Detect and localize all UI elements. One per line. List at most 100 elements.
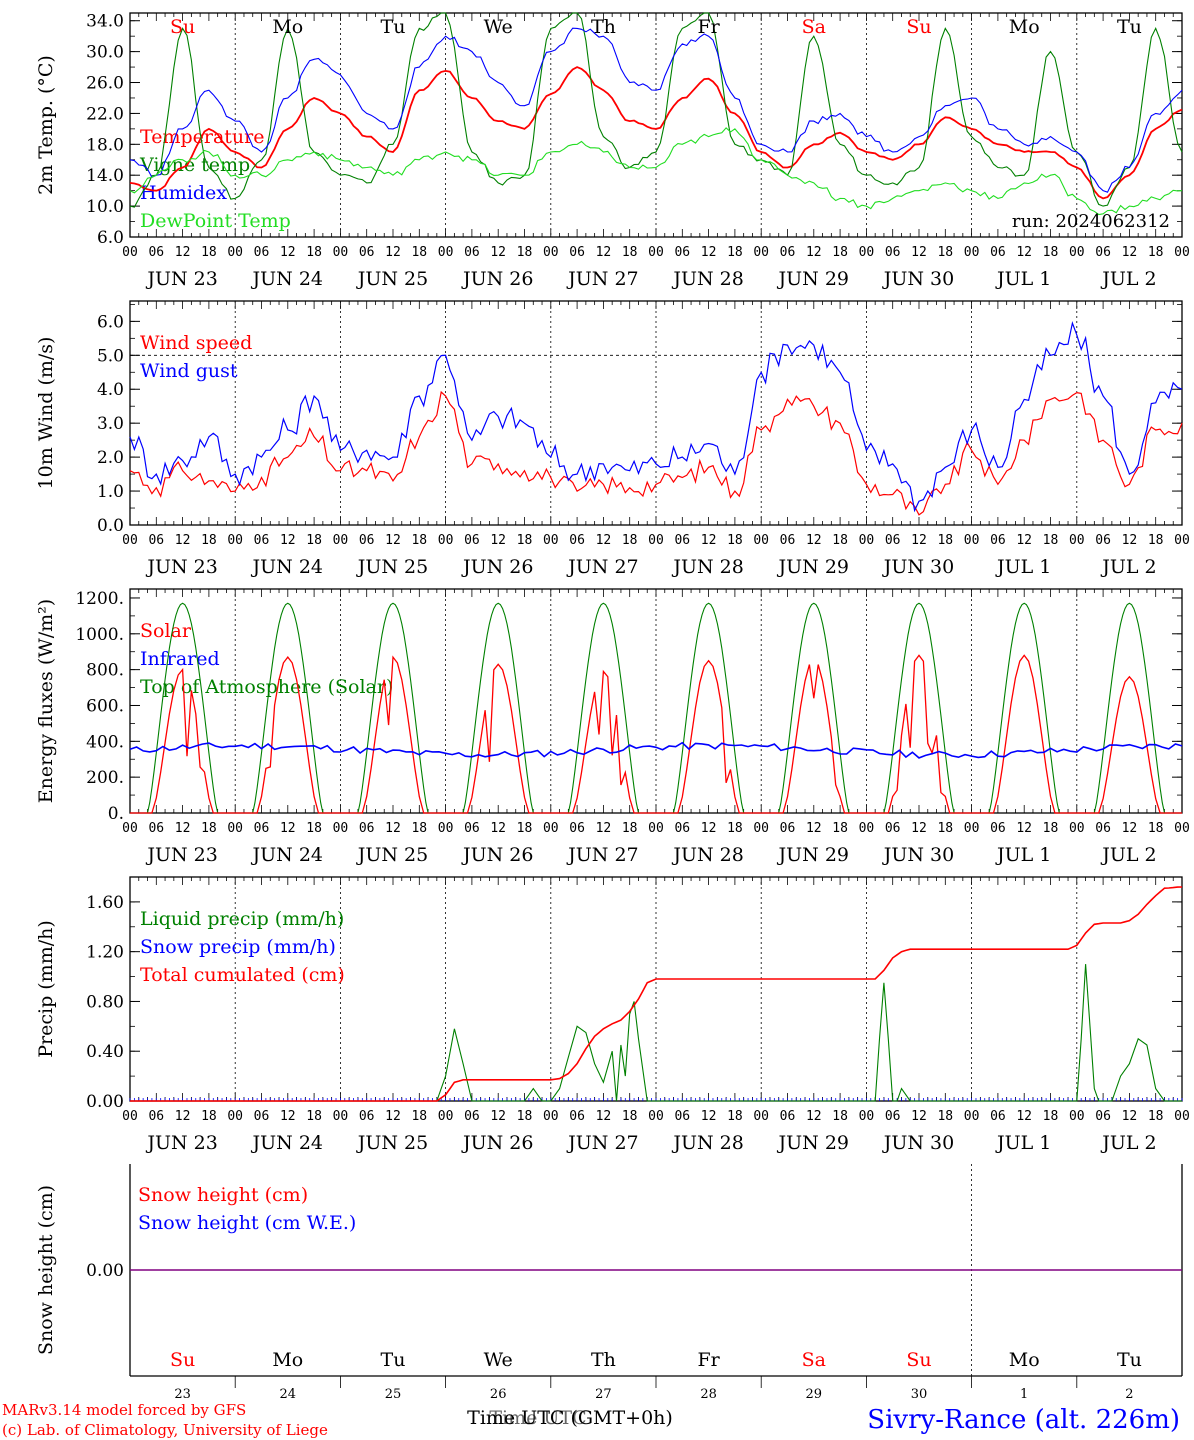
day-name-bottom: Su xyxy=(906,1349,931,1371)
precip-date-label: JUN 23 xyxy=(145,1132,217,1154)
time-axis-label: Time UTC (GMT+0h) xyxy=(467,1407,673,1429)
precip-date-label: JUL 2 xyxy=(1100,1132,1156,1154)
precip-hour-label: 12 xyxy=(280,1109,296,1124)
wind-hour-label: 18 xyxy=(622,533,638,548)
day-number-bottom: 23 xyxy=(174,1387,191,1402)
temperature-hour-label: 00 xyxy=(543,245,559,260)
day-name-top: We xyxy=(484,16,513,38)
wind-ytick-label: 1.0 xyxy=(97,482,124,502)
precip-hour-label: 06 xyxy=(254,1109,270,1124)
temperature-hour-label: 18 xyxy=(622,245,638,260)
wind-hour-label: 12 xyxy=(280,533,296,548)
precip-hour-label: 12 xyxy=(596,1109,612,1124)
wind-ytick-label: 6.0 xyxy=(97,312,124,332)
precip-hour-label: 00 xyxy=(438,1109,454,1124)
energy-hour-label: 12 xyxy=(175,821,191,836)
wind-hour-label: 12 xyxy=(1016,533,1032,548)
credit-lab: (c) Lab. of Climatology, University of L… xyxy=(2,1421,328,1439)
wind-hour-label: 18 xyxy=(1043,533,1059,548)
temperature-date-label: JUN 26 xyxy=(461,268,533,290)
temperature-hour-label: 12 xyxy=(490,245,506,260)
wind-hour-label: 18 xyxy=(832,533,848,548)
energy-hour-label: 06 xyxy=(254,821,270,836)
temperature-hour-label: 06 xyxy=(359,245,375,260)
precip-hour-label: 12 xyxy=(806,1109,822,1124)
precip-hour-label: 06 xyxy=(464,1109,480,1124)
temperature-panel: 00 06 12 18 JUN 23 00 06 12 18 JUN 24 00 06 12 18 JUN … xyxy=(35,12,1190,290)
wind-hour-label: 00 xyxy=(753,533,769,548)
wind-date-label: JUN 25 xyxy=(356,556,428,578)
wind-hour-label: 12 xyxy=(1122,533,1138,548)
wind-hour-label: 00 xyxy=(438,533,454,548)
energy-date-label: JUN 23 xyxy=(145,844,217,866)
temperature-date-label: JUN 24 xyxy=(251,268,323,290)
energy-hour-label: 00 xyxy=(122,821,138,836)
precip-hour-label: 12 xyxy=(701,1109,717,1124)
temperature-hour-label: 06 xyxy=(990,245,1006,260)
energy-ytick-label: 800. xyxy=(86,661,124,681)
energy-ytick-label: 200. xyxy=(86,768,124,788)
precip-hour-label: 12 xyxy=(1122,1109,1138,1124)
temperature-ytick-label: 30.0 xyxy=(86,43,124,63)
precip-hour-label: 00 xyxy=(1069,1109,1085,1124)
precip-date-label: JUN 30 xyxy=(882,1132,954,1154)
snow-axis-label: Snow height (cm) xyxy=(35,1185,57,1355)
temperature-hour-label: 18 xyxy=(832,245,848,260)
footer: MARv3.14 model forced by GFS (c) Lab. of … xyxy=(2,1401,1180,1439)
wind-hour-label: 12 xyxy=(701,533,717,548)
wind-date-label: JUN 30 xyxy=(882,556,954,578)
energy-hour-label: 06 xyxy=(464,821,480,836)
temperature-hour-label: 00 xyxy=(753,245,769,260)
precip-panel: 00 06 12 18 JUN 23 00 06 12 18 JUN 24 00 06 12 18 JUN … xyxy=(35,876,1190,1154)
energy-hour-label: 00 xyxy=(438,821,454,836)
temperature-date-label: JUL 2 xyxy=(1100,268,1156,290)
temperature-hour-label: 18 xyxy=(411,245,427,260)
energy-hour-label: 12 xyxy=(911,821,927,836)
energy-hour-label: 06 xyxy=(359,821,375,836)
precip-hour-label: 00 xyxy=(333,1109,349,1124)
temperature-hour-label: 18 xyxy=(1043,245,1059,260)
temperature-hour-label: 06 xyxy=(674,245,690,260)
precip-hour-label: 18 xyxy=(201,1109,217,1124)
temperature-hour-label: 18 xyxy=(306,245,322,260)
energy-date-label: JUN 26 xyxy=(461,844,533,866)
energy-hour-label: 00 xyxy=(227,821,243,836)
wind-hour-label: 00 xyxy=(122,533,138,548)
series-infrared-line xyxy=(129,741,1183,759)
temperature-date-label: JUL 1 xyxy=(995,268,1051,290)
energy-hour-label: 18 xyxy=(727,821,743,836)
energy-hour-label: 00 xyxy=(964,821,980,836)
temperature-hour-label: 06 xyxy=(464,245,480,260)
energy-hour-label: 06 xyxy=(885,821,901,836)
temperature-hour-label: 06 xyxy=(254,245,270,260)
temperature-ytick-label: 14.0 xyxy=(86,166,124,186)
wind-ytick-label: 5.0 xyxy=(97,346,124,366)
temperature-hour-label: 18 xyxy=(517,245,533,260)
wind-hour-label: 00 xyxy=(227,533,243,548)
precip-hour-label: 18 xyxy=(727,1109,743,1124)
temperature-legend-3: DewPoint Temp xyxy=(140,210,291,232)
day-number-bottom: 27 xyxy=(595,1387,612,1402)
temperature-hour-label: 12 xyxy=(385,245,401,260)
precip-hour-label: 00 xyxy=(753,1109,769,1124)
wind-ytick-label: 4.0 xyxy=(97,380,124,400)
energy-hour-label: 18 xyxy=(201,821,217,836)
precip-legend-0: Liquid precip (mm/h) xyxy=(140,908,344,930)
energy-hour-label: 12 xyxy=(596,821,612,836)
precip-date-label: JUN 26 xyxy=(461,1132,533,1154)
wind-hour-label: 12 xyxy=(490,533,506,548)
precip-hour-label: 00 xyxy=(859,1109,875,1124)
wind-hour-label: 12 xyxy=(385,533,401,548)
temperature-hour-label: 12 xyxy=(175,245,191,260)
wind-hour-label: 06 xyxy=(569,533,585,548)
energy-hour-label: 00 xyxy=(1069,821,1085,836)
energy-legend-1: Infrared xyxy=(140,648,220,670)
energy-hour-label: 06 xyxy=(990,821,1006,836)
energy-date-label: JUN 28 xyxy=(671,844,743,866)
day-name-bottom: Mo xyxy=(1009,1349,1040,1371)
day-name-top: Fr xyxy=(697,16,720,38)
wind-hour-label: 00 xyxy=(648,533,664,548)
wind-hour-label: 18 xyxy=(201,533,217,548)
energy-date-label: JUN 24 xyxy=(251,844,323,866)
energy-axis-label: Energy fluxes (W/m²) xyxy=(35,599,57,803)
